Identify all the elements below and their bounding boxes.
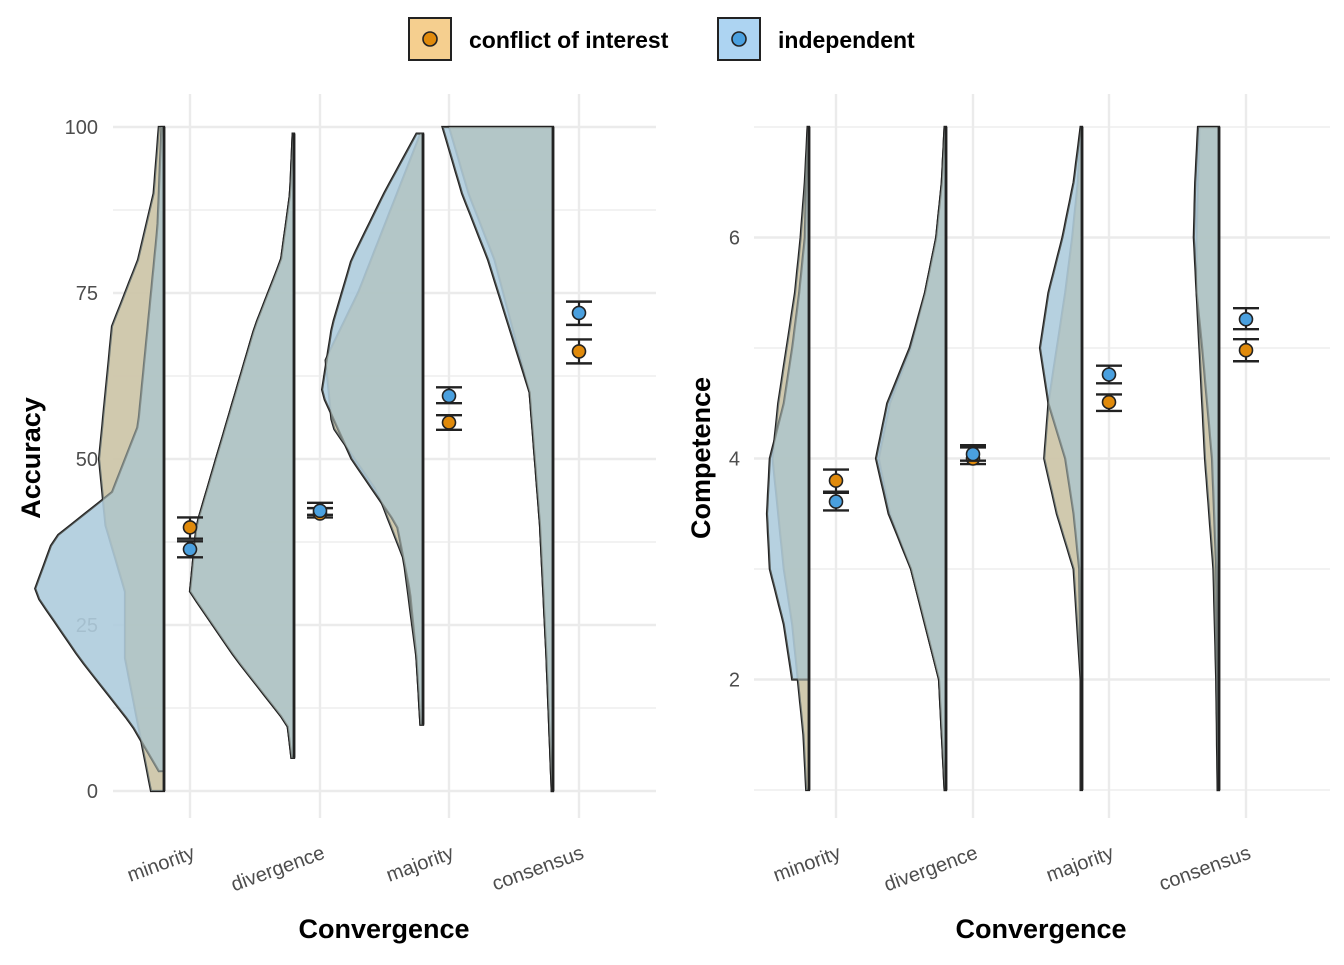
legend-label-coi: conflict of interest — [469, 27, 669, 53]
mean-point-ind — [1238, 311, 1254, 327]
mean-point-ind — [828, 494, 844, 509]
x-tick-label: consensus — [489, 842, 586, 895]
y-tick-label: 6 — [729, 228, 740, 250]
legend-key-coi-point — [422, 31, 438, 47]
violin-overlap — [876, 127, 946, 790]
violin-overlap — [767, 127, 809, 680]
mean-point-coi — [828, 473, 844, 488]
x-tick-label: minority — [124, 842, 197, 887]
legend-key-coi — [408, 17, 452, 61]
violin-overlap — [99, 127, 164, 791]
mean-point-ind — [571, 305, 587, 321]
x-tick-label: minority — [770, 842, 843, 887]
violin-overlap — [442, 127, 553, 791]
mean-point-ind — [965, 446, 981, 462]
violin-overlap — [1044, 127, 1082, 790]
mean-point-ind — [441, 388, 457, 404]
mean-point-coi — [1238, 342, 1254, 358]
violin-overlap — [35, 127, 165, 772]
mean-point-coi — [441, 415, 457, 430]
violin-overlap — [1040, 127, 1082, 680]
mean-point-coi — [571, 344, 587, 359]
x-tick-label: consensus — [1156, 842, 1253, 895]
violin-overlap — [325, 133, 423, 725]
violin-overlap — [1196, 127, 1219, 790]
mean-point-ind — [182, 542, 198, 557]
y-tick-label: 50 — [76, 449, 98, 471]
panel-competence: 2 4 6 minority divergence majority consensus Co… — [686, 94, 1330, 944]
y-tick-label: 2 — [729, 670, 740, 692]
legend: conflict of interest independent — [408, 17, 915, 61]
violin-overlap — [878, 127, 946, 790]
x-axis-title: Convergence — [955, 914, 1126, 944]
mean-point-coi — [1101, 394, 1117, 410]
mean-point-ind — [1101, 367, 1117, 382]
y-axis-title: Competence — [686, 377, 716, 539]
x-tick-label: divergence — [228, 842, 327, 896]
panel-accuracy: 0255075100minoritydivergencemajoritycons… — [16, 94, 656, 944]
violin-overlap — [322, 133, 423, 725]
x-tick-label: majority — [383, 842, 456, 887]
violin-overlap — [449, 127, 553, 791]
violin-overlap — [1193, 127, 1219, 790]
violin-overlap — [772, 127, 809, 790]
mean-point-ind — [312, 503, 328, 519]
violin-overlap — [190, 133, 294, 758]
x-tick-label: divergence — [881, 842, 980, 896]
y-tick-label: 4 — [729, 449, 740, 471]
y-tick-label: 100 — [65, 117, 98, 139]
y-tick-label: 75 — [76, 283, 98, 305]
x-tick-label: majority — [1043, 842, 1116, 887]
violin-overlap — [190, 133, 294, 758]
x-axis-title: Convergence — [298, 914, 469, 944]
y-axis-title: Accuracy — [16, 397, 46, 519]
mean-point-coi — [182, 520, 198, 535]
y-tick-label: 0 — [87, 781, 98, 803]
legend-label-ind: independent — [778, 27, 915, 53]
legend-key-ind-point — [731, 31, 747, 47]
